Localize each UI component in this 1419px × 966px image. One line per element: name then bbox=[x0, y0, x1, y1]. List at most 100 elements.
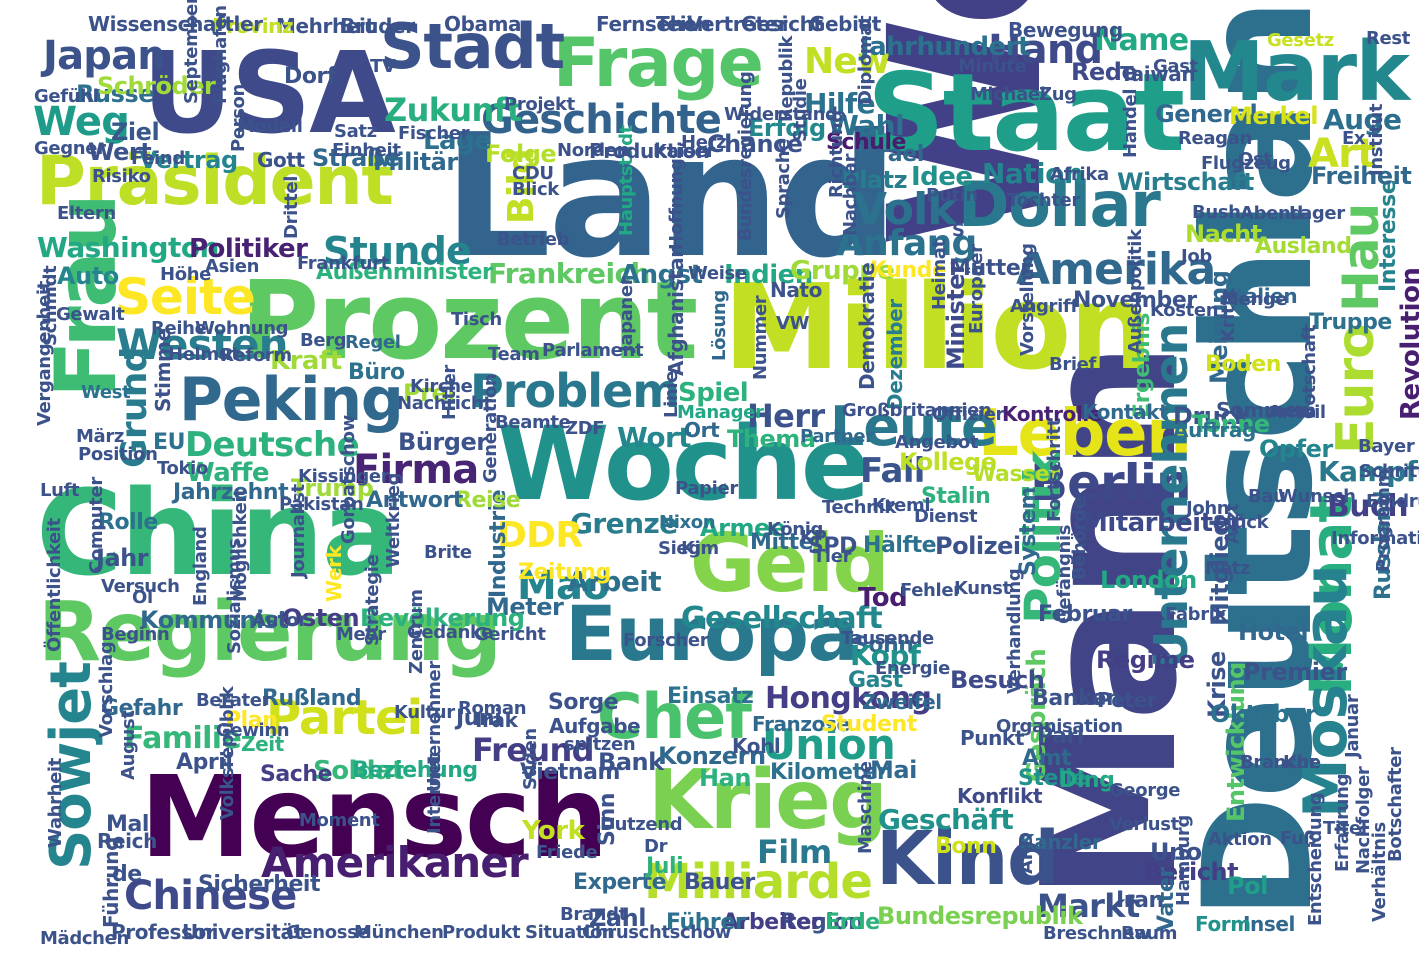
cloud-word: Amerika bbox=[1016, 244, 1216, 295]
cloud-word: Peking bbox=[179, 365, 404, 435]
cloud-word: Büro bbox=[348, 360, 405, 385]
cloud-word: Tausende bbox=[841, 628, 934, 649]
cloud-word: Handel bbox=[1120, 88, 1141, 158]
cloud-word: Hoffnung bbox=[666, 158, 687, 250]
cloud-word: Italien bbox=[1228, 284, 1298, 308]
cloud-word: Milliarde bbox=[644, 854, 873, 910]
cloud-word: Mensch bbox=[140, 753, 609, 883]
cloud-word: Programm bbox=[1373, 469, 1394, 572]
cloud-word: de bbox=[112, 862, 142, 887]
cloud-word: Mitte bbox=[750, 530, 814, 555]
cloud-word: Leute bbox=[830, 395, 998, 458]
cloud-word: Auftrag bbox=[1173, 418, 1256, 442]
cloud-word: Widerstand bbox=[724, 104, 838, 125]
cloud-word: Einsatz bbox=[667, 684, 754, 709]
cloud-word: Platz bbox=[842, 166, 908, 194]
cloud-word: Kraft bbox=[270, 346, 342, 376]
cloud-word: Organisation bbox=[996, 716, 1123, 737]
cloud-word: Problem bbox=[470, 364, 680, 418]
cloud-word: Raum bbox=[1121, 923, 1178, 944]
cloud-word: Lage bbox=[423, 126, 492, 156]
cloud-word: Außenpolitik bbox=[1125, 229, 1146, 354]
cloud-word: Deutsche bbox=[185, 425, 360, 465]
cloud-word: Januar bbox=[1342, 694, 1363, 758]
cloud-word: Bayer bbox=[1358, 436, 1415, 457]
cloud-word: Kritik bbox=[1218, 288, 1239, 342]
cloud-word: Ost bbox=[1238, 149, 1272, 170]
cloud-word: Parlament bbox=[542, 340, 644, 361]
cloud-word: Präsident bbox=[36, 142, 394, 221]
cloud-word: Beziehung bbox=[352, 758, 478, 783]
cloud-word: Vertrag bbox=[139, 146, 238, 174]
cloud-word: Produktion bbox=[589, 139, 710, 163]
cloud-word: Arbeit bbox=[567, 565, 662, 598]
cloud-word: Stelle bbox=[1018, 766, 1087, 791]
cloud-word: Person bbox=[228, 83, 249, 152]
cloud-word: Tokio bbox=[157, 458, 208, 479]
cloud-word: Helmut bbox=[168, 344, 240, 365]
cloud-word: Regime bbox=[1096, 646, 1195, 674]
cloud-word: Technik bbox=[822, 497, 897, 518]
cloud-word: Lager bbox=[1289, 203, 1345, 224]
cloud-word: Berater bbox=[196, 690, 271, 711]
cloud-word: Führung bbox=[99, 837, 123, 928]
cloud-word: Blick bbox=[512, 179, 559, 200]
cloud-word: Grenze bbox=[570, 507, 678, 540]
cloud-word: Volksrepublik bbox=[217, 686, 238, 820]
cloud-word: Washington bbox=[37, 231, 219, 264]
cloud-word: München bbox=[354, 922, 444, 943]
cloud-word: Mehrheit bbox=[276, 14, 375, 38]
cloud-word: Rolle bbox=[98, 510, 158, 535]
cloud-word: Bevölkerung bbox=[360, 604, 525, 632]
cloud-word: Herr bbox=[747, 397, 825, 435]
cloud-word: Fischer bbox=[398, 123, 470, 144]
cloud-word: Hamburg bbox=[1173, 815, 1194, 906]
cloud-word: Menge bbox=[1221, 289, 1288, 310]
cloud-word: Westen bbox=[116, 320, 289, 369]
cloud-word: Mai bbox=[870, 756, 917, 784]
cloud-word: spitzen bbox=[564, 734, 636, 755]
cloud-word: Plan bbox=[225, 708, 278, 733]
cloud-word: Michael bbox=[970, 84, 1046, 105]
cloud-word: Stadt bbox=[380, 10, 565, 83]
cloud-word: TV bbox=[370, 56, 396, 77]
cloud-word: Europäer bbox=[966, 244, 987, 334]
cloud-word: Stunde bbox=[323, 229, 472, 273]
cloud-word: VW bbox=[776, 313, 810, 334]
cloud-word: Kind bbox=[876, 816, 1060, 902]
cloud-word: Breschnew bbox=[1043, 923, 1151, 944]
cloud-word: Wunsch bbox=[1278, 486, 1356, 507]
cloud-word: Linie bbox=[661, 370, 682, 418]
cloud-word: Norden bbox=[557, 140, 630, 161]
cloud-word: Afrika bbox=[1050, 164, 1109, 185]
cloud-word: Gast bbox=[1153, 56, 1198, 77]
cloud-word: Dutzend bbox=[600, 814, 683, 835]
cloud-word: Provinz bbox=[212, 14, 294, 38]
cloud-word: Leben bbox=[978, 397, 1192, 471]
cloud-word: Banken bbox=[1032, 686, 1122, 711]
cloud-word: Insel bbox=[1243, 912, 1296, 936]
cloud-word: Obama bbox=[444, 12, 522, 36]
cloud-word: England bbox=[190, 526, 211, 607]
cloud-word: Gefängnis bbox=[1054, 524, 1075, 624]
cloud-word: Kosten bbox=[1150, 300, 1219, 321]
cloud-word: Auto bbox=[57, 262, 119, 290]
cloud-word: Bonn bbox=[935, 834, 997, 859]
cloud-word: Amt bbox=[1022, 746, 1072, 771]
cloud-word: Süden bbox=[520, 728, 541, 790]
cloud-word: Kollege bbox=[899, 448, 997, 476]
cloud-word: König bbox=[767, 519, 824, 540]
cloud-word: Russe bbox=[76, 80, 155, 108]
cloud-word: Gefühl bbox=[34, 86, 99, 107]
cloud-word: Idee bbox=[911, 162, 973, 192]
cloud-word: April bbox=[176, 750, 233, 775]
cloud-word: Wahl bbox=[828, 109, 905, 142]
cloud-word: York bbox=[522, 816, 585, 846]
cloud-word: Freund bbox=[472, 731, 595, 769]
cloud-word: Form bbox=[1195, 912, 1251, 936]
cloud-word: Erde bbox=[825, 910, 880, 935]
cloud-word: Trump bbox=[291, 474, 374, 502]
cloud-word: Angriff bbox=[1010, 296, 1078, 317]
cloud-word: Folge bbox=[485, 140, 557, 168]
cloud-word: Bauer bbox=[684, 870, 755, 895]
